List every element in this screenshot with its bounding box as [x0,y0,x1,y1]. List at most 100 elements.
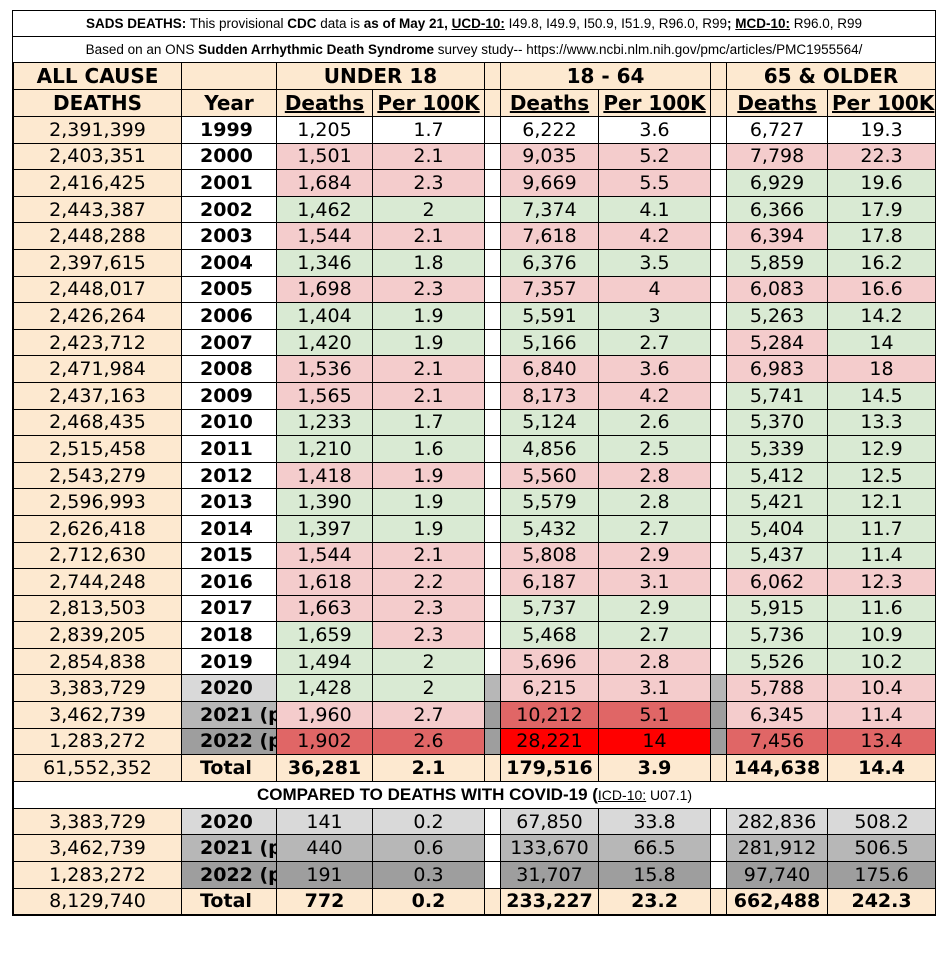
deaths-under-18-total: 772 [276,887,373,916]
deaths-18-64: 5,696 [500,647,599,676]
spacer [710,674,728,703]
covid-deaths-18-64: 133,670 [500,834,599,863]
per100k-under-18: 2.1 [372,541,485,570]
header-line-1: SADS DEATHS: This provisional CDC data i… [13,11,935,37]
deaths-18-64: 5,468 [500,621,599,649]
spacer [484,408,501,437]
spacer [710,248,728,277]
deaths-18-64: 9,669 [500,169,599,197]
deaths-18-64: 6,222 [500,116,599,144]
per100k-under-18: 2.6 [372,727,485,756]
deaths-under-18: 1,397 [276,514,373,543]
spacer [710,169,728,197]
spacer [484,754,501,782]
table-row: 2,416,425 2001 1,684 2.3 9,669 5.5 6,929 19.6 [13,169,937,197]
spacer [484,594,501,623]
per100k-65-older: 22.3 [827,142,937,171]
all-cause-deaths: 2,426,264 [13,302,182,330]
deaths-18-64: 4,856 [500,435,599,463]
table-row: 2,397,615 2004 1,346 1.8 6,376 3.5 5,859 16.2 [13,248,937,277]
deaths-18-64: 7,618 [500,222,599,250]
spacer [484,488,501,516]
deaths-under-18: 1,902 [276,727,373,756]
col-all-cause-2: DEATHS [13,89,182,117]
covid-per100k-18-64: 15.8 [597,861,712,889]
per100k-18-64: 4.2 [597,381,712,410]
deaths-under-18: 1,960 [276,701,373,729]
deaths-65-older: 7,798 [726,142,829,171]
per100k-under-18: 2.1 [372,381,485,410]
per100k-18-64: 3.6 [597,355,712,383]
all-cause-deaths: 2,443,387 [13,195,182,224]
deaths-18-64: 5,737 [500,594,599,623]
spacer [710,621,728,649]
spacer [484,381,501,410]
deaths-18-64: 8,173 [500,381,599,410]
table-row: 2,443,387 2002 1,462 2 7,374 4.1 6,366 17.9 [13,195,937,224]
spacer [710,381,728,410]
deaths-18-64: 5,579 [500,488,599,516]
deaths-under-18: 1,210 [276,435,373,463]
table-row: 3,383,729 2020 1,428 2 6,215 3.1 5,788 10.4 [13,674,937,703]
all-cause-deaths-total: 8,129,740 [13,887,182,916]
deaths-under-18: 1,205 [276,116,373,144]
year: 2001 [181,169,277,197]
deaths-18-64: 7,357 [500,275,599,304]
per100k-under-18: 2.2 [372,568,485,596]
year: 2017 [181,594,277,623]
all-cause-deaths: 2,397,615 [13,248,182,277]
covid-per100k-18-64: 33.8 [597,807,712,836]
all-cause-deaths: 2,854,838 [13,647,182,676]
deaths-18-64: 6,215 [500,674,599,703]
year: 2021 (pr [181,834,277,863]
total-label: Total [181,754,277,782]
spacer [710,514,728,543]
deaths-65-older: 5,741 [726,381,829,410]
spacer [710,195,728,224]
year: 2009 [181,381,277,410]
per100k-18-64: 2.9 [597,541,712,570]
spacer [710,887,728,916]
deaths-under-18: 1,404 [276,302,373,330]
per100k-18-64: 2.6 [597,408,712,437]
spacer [484,328,501,357]
per100k-65-older: 11.4 [827,541,937,570]
spacer [484,541,501,570]
year: 2016 [181,568,277,596]
spacer [484,887,501,916]
spacer [484,222,501,250]
col-deaths-1: Deaths [276,89,373,117]
deaths-65-older: 6,929 [726,169,829,197]
per100k-65-older: 12.1 [827,488,937,516]
all-cause-deaths: 2,416,425 [13,169,182,197]
deaths-under-18: 1,346 [276,248,373,277]
per100k-65-older: 16.2 [827,248,937,277]
deaths-65-older: 5,915 [726,594,829,623]
per100k-18-64: 2.8 [597,461,712,490]
per100k-65-older: 10.2 [827,647,937,676]
covid-comparison-title-row: COMPARED TO DEATHS WITH COVID-19 (ICD-10… [12,780,937,809]
spacer [484,514,501,543]
spacer [710,328,728,357]
per100k-65-older: 10.9 [827,621,937,649]
year: 2022 (pr [181,727,277,756]
year: 2008 [181,355,277,383]
deaths-65-older: 6,062 [726,568,829,596]
table-row: 2,744,248 2016 1,618 2.2 6,187 3.1 6,062 12.3 [13,568,937,596]
covid-deaths-65-older: 282,836 [726,807,829,836]
col-per100k-3: Per 100K [827,89,937,117]
per100k-65-older: 14.5 [827,381,937,410]
year: 2013 [181,488,277,516]
per100k-18-64: 3.5 [597,248,712,277]
spacer [710,435,728,463]
per100k-65-older: 12.9 [827,435,937,463]
spacer [710,647,728,676]
year: 2004 [181,248,277,277]
spacer [710,727,728,756]
deaths-65-older: 5,526 [726,647,829,676]
per100k-65-older: 13.3 [827,408,937,437]
per100k-under-18: 1.8 [372,248,485,277]
all-cause-deaths: 1,283,272 [13,861,182,889]
col-deaths-3: Deaths [726,89,829,117]
